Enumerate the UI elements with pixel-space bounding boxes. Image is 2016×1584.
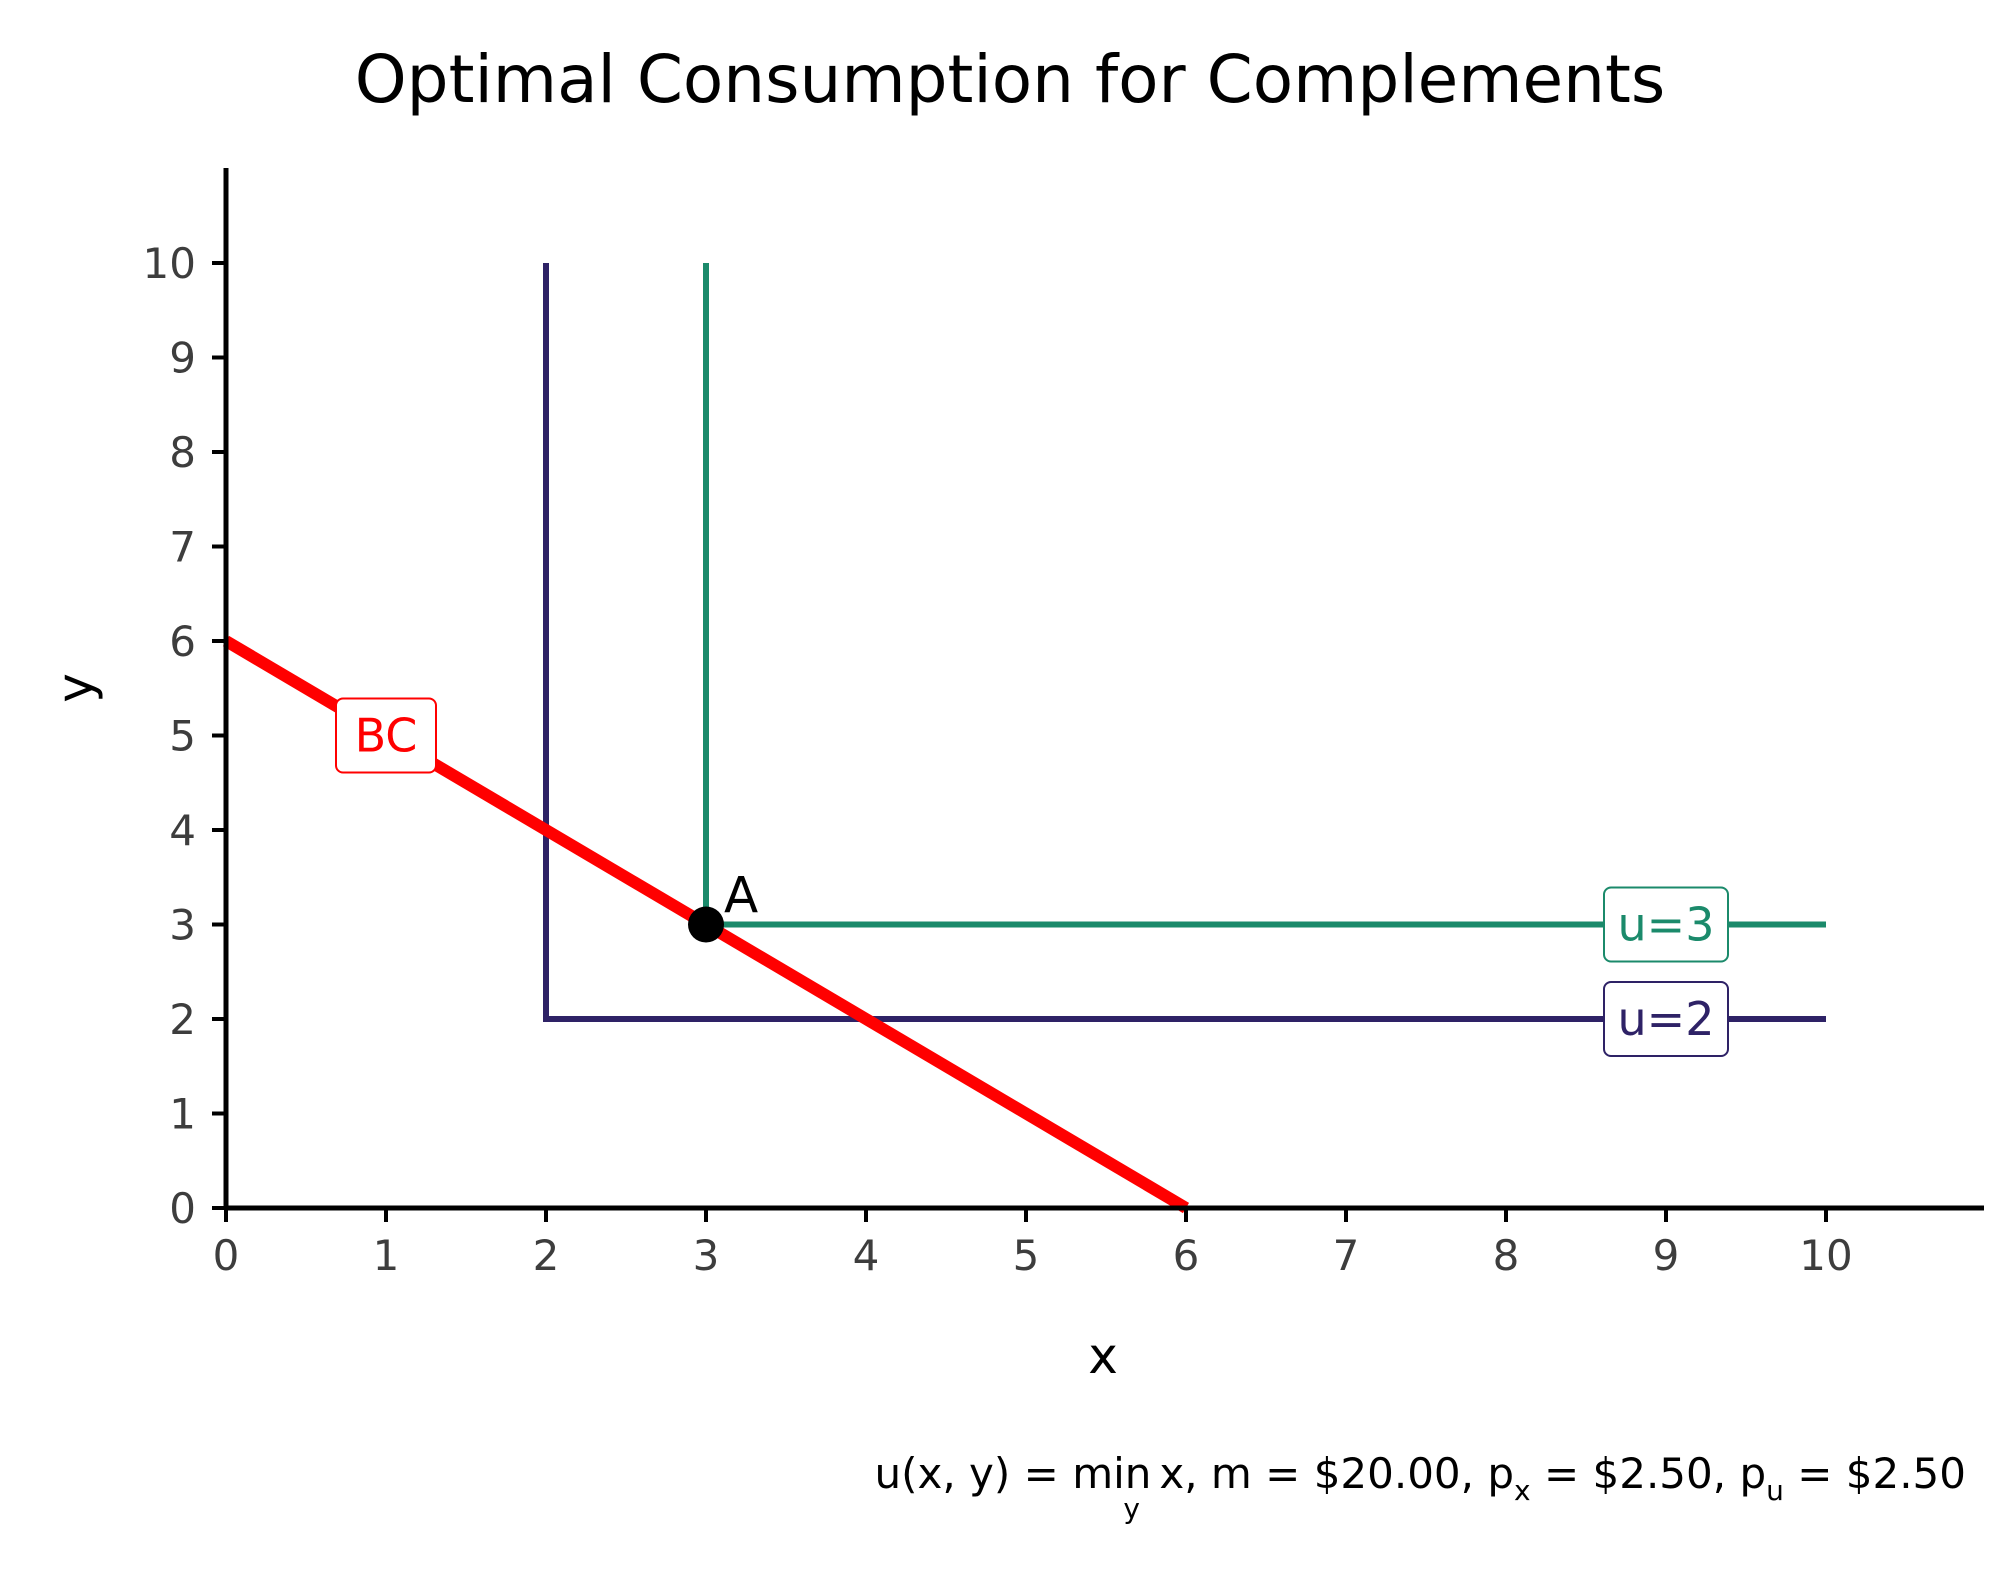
x-axis-title: x [1088,1327,1118,1385]
x-tick-label-7: 7 [1333,1231,1360,1280]
axes [223,168,1984,1211]
series-line-u-2 [543,263,1826,1022]
series-label-box-bc [335,697,437,774]
series-label-u-2: u=2 [1618,992,1715,1046]
chart-title: Optimal Consumption for Complements [355,41,1666,118]
y-tick-label-9: 9 [169,334,196,383]
y-tick-label-7: 7 [169,523,196,572]
x-tick-label-0: 0 [213,1231,240,1280]
y-tick-label-1: 1 [169,1090,196,1139]
x-tick-label-2: 2 [533,1231,560,1280]
y-tick-label-10: 10 [143,239,196,288]
caption-part-2: x, m = $20.00, p [1146,1449,1514,1498]
y-tick-label-6: 6 [169,617,196,666]
series-line-u-3 [703,263,1826,928]
plot-area: A BC u=2 u=3 [222,263,1826,1214]
y-axis-title: y [46,673,104,703]
y-tick-label-3: 3 [169,901,196,950]
caption-part-0: u(x, y) = min [875,1449,1152,1498]
x-tick-label-9: 9 [1653,1231,1680,1280]
caption-subscript-y: y [1123,1492,1140,1525]
series-label-box-u-3 [1603,886,1729,963]
ticks: 0 1 2 3 4 5 6 7 8 9 10 0 1 2 3 4 5 6 7 8 9 10 [143,239,1853,1280]
chart-caption: u(x, y) = min y x, m = $20.00, px = $2.50… [875,1449,1967,1525]
y-tick-label-4: 4 [169,806,196,855]
x-tick-label-10: 10 [1799,1231,1852,1280]
series-label-u-3: u=3 [1618,898,1715,952]
y-tick-label-5: 5 [169,712,196,761]
x-tick-label-6: 6 [1173,1231,1200,1280]
point-label-a: A [724,867,758,925]
y-tick-label-2: 2 [169,995,196,1044]
caption-subscript-x: x [1514,1474,1531,1507]
caption-part-4: = $2.50, p [1531,1449,1767,1498]
x-tick-label-4: 4 [853,1231,880,1280]
y-tick-label-8: 8 [169,428,196,477]
x-tick-label-5: 5 [1013,1231,1040,1280]
series-label-box-u-2 [1603,981,1729,1057]
x-tick-label-8: 8 [1493,1231,1520,1280]
caption-part-6: = $2.50 [1784,1449,1966,1498]
x-tick-label-3: 3 [693,1231,720,1280]
x-tick-label-1: 1 [373,1231,400,1280]
series-label-bc: BC [355,709,418,763]
point-a [688,906,724,943]
caption-subscript-u: u [1766,1474,1784,1507]
y-tick-label-0: 0 [169,1184,196,1233]
